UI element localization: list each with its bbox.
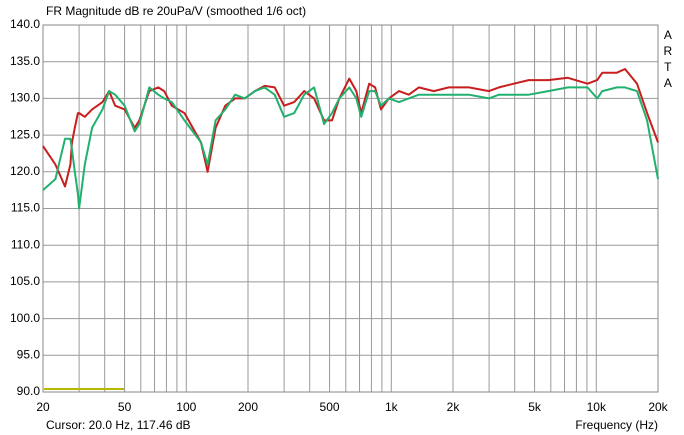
y-tick-label: 95.0	[17, 347, 41, 361]
plot-frame	[42, 24, 659, 393]
x-axis-label: Frequency (Hz)	[575, 418, 658, 432]
series-line	[42, 86, 659, 210]
y-tick-label: 90.0	[17, 384, 41, 398]
lines	[42, 68, 659, 210]
x-tick-label: 20k	[648, 400, 668, 414]
y-tick-label: 100.0	[10, 311, 40, 325]
x-tick-label: 200	[238, 400, 258, 414]
x-tick-label: 500	[320, 400, 340, 414]
side-label: ARTA	[661, 28, 675, 92]
tick-labels: 90.0 95.0 100.0 105.0 110.0 115.0 120.0 125.0 13…	[10, 17, 669, 414]
series-line	[42, 68, 659, 188]
x-tick-label: 100	[176, 400, 196, 414]
x-tick-label: 5k	[528, 400, 542, 414]
y-tick-label: 105.0	[10, 274, 40, 288]
y-tick-label: 135.0	[10, 54, 40, 68]
cursor-readout: Cursor: 20.0 Hz, 117.46 dB	[46, 418, 191, 432]
chart-title: FR Magnitude dB re 20uPa/V (smoothed 1/6…	[46, 4, 306, 18]
y-tick-label: 140.0	[10, 17, 40, 31]
y-tick-label: 120.0	[10, 164, 40, 178]
x-tick-label: 10k	[587, 400, 607, 414]
y-tick-label: 125.0	[10, 127, 40, 141]
y-tick-label: 115.0	[11, 201, 40, 215]
y-tick-label: 110.0	[11, 237, 40, 251]
y-tick-label: 130.0	[10, 91, 40, 105]
x-tick-label: 1k	[385, 400, 399, 414]
x-tick-label: 50	[118, 400, 132, 414]
x-tick-label: 20	[36, 400, 50, 414]
x-tick-label: 2k	[447, 400, 461, 414]
